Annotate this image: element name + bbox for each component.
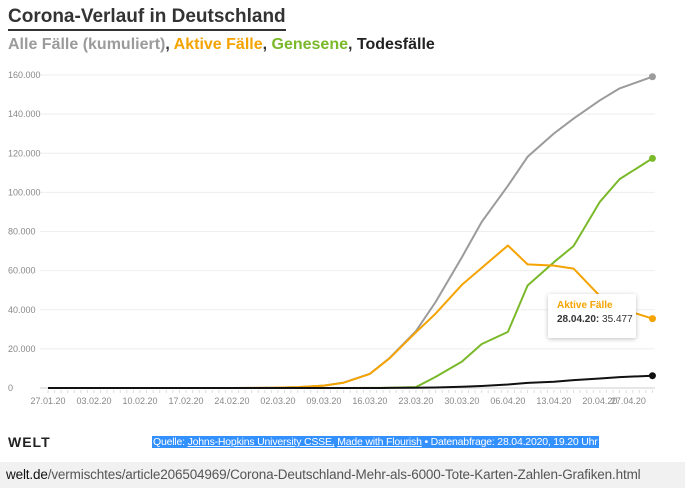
x-tick-label: 13.04.20: [536, 396, 571, 406]
tooltip-value: 35.477: [602, 314, 633, 325]
x-tick-label: 20.04.20: [582, 396, 617, 406]
series-endpoint-recovered: [648, 154, 656, 162]
legend-deaths: Todesfälle: [356, 36, 435, 53]
url-path: /vermischtes/article206504969/Corona-Deu…: [47, 467, 641, 482]
source-prefix: Quelle:: [153, 436, 188, 448]
series-endpoint-active: [648, 315, 656, 323]
x-tick-label: 27.04.20: [611, 396, 646, 406]
source-suffix: • Datenabfrage: 28.04.2020, 19.20 Uhr: [421, 436, 598, 448]
y-tick-label: 60.000: [8, 266, 36, 276]
legend-recovered: Genesene: [271, 36, 348, 53]
legend-sep: ,: [347, 36, 357, 53]
x-tick-label: 16.03.20: [352, 396, 387, 406]
y-tick-label: 120.000: [8, 148, 41, 158]
x-tick-label: 10.02.20: [122, 396, 157, 406]
x-tick-label: 02.03.20: [260, 396, 295, 406]
series-line-deaths: [48, 374, 653, 389]
tooltip-date: 28.04.20:: [557, 314, 600, 325]
legend-sep: ,: [165, 36, 174, 53]
series-endpoint-total: [648, 73, 656, 81]
x-tick-label: 09.03.20: [306, 396, 341, 406]
x-tick-label: 23.03.20: [398, 396, 433, 406]
x-tick-label: 24.02.20: [214, 396, 249, 406]
legend-active: Aktive Fälle: [173, 36, 263, 53]
series-endpoint-deaths: [648, 372, 656, 380]
tooltip-series: Aktive Fälle: [557, 300, 613, 311]
x-tick-label: 27.01.20: [30, 396, 65, 406]
x-tick-label: 30.03.20: [444, 396, 479, 406]
url-bar[interactable]: welt.de/vermischtes/article206504969/Cor…: [0, 462, 685, 488]
y-tick-label: 20.000: [8, 344, 36, 354]
legend-sep: ,: [262, 36, 272, 53]
y-tick-label: 40.000: [8, 305, 36, 315]
line-chart: 0 20.000 40.000 60.000 80.000 100.000 120.000 1…: [8, 70, 656, 406]
legend-total: Alle Fälle (kumuliert): [8, 36, 166, 53]
chart-legend: Alle Fälle (kumuliert), Aktive Fälle, Ge…: [8, 36, 435, 54]
y-tick-label: 100.000: [8, 187, 41, 197]
y-tick-label: 140.000: [8, 109, 41, 119]
x-tick-label: 03.02.20: [76, 396, 111, 406]
source-line: Quelle: Johns-Hopkins University CSSE, M…: [152, 436, 599, 448]
y-tick-label: 160.000: [8, 70, 41, 80]
url-domain: welt.de: [6, 467, 48, 482]
flourish-link[interactable]: Made with Flourish: [337, 436, 422, 448]
x-tick-label: 17.02.20: [168, 396, 203, 406]
y-tick-label: 80.000: [8, 227, 36, 237]
chart-title: Corona-Verlauf in Deutschland: [8, 6, 286, 31]
y-tick-label: 0: [8, 383, 13, 393]
x-tick-label: 06.04.20: [490, 396, 525, 406]
tooltip: Aktive Fälle 28.04.20: 35.477: [548, 294, 636, 338]
jhu-link[interactable]: Johns-Hopkins University CSSE,: [187, 436, 335, 448]
series-line-total: [48, 75, 653, 389]
welt-logo: WELT: [8, 434, 51, 450]
